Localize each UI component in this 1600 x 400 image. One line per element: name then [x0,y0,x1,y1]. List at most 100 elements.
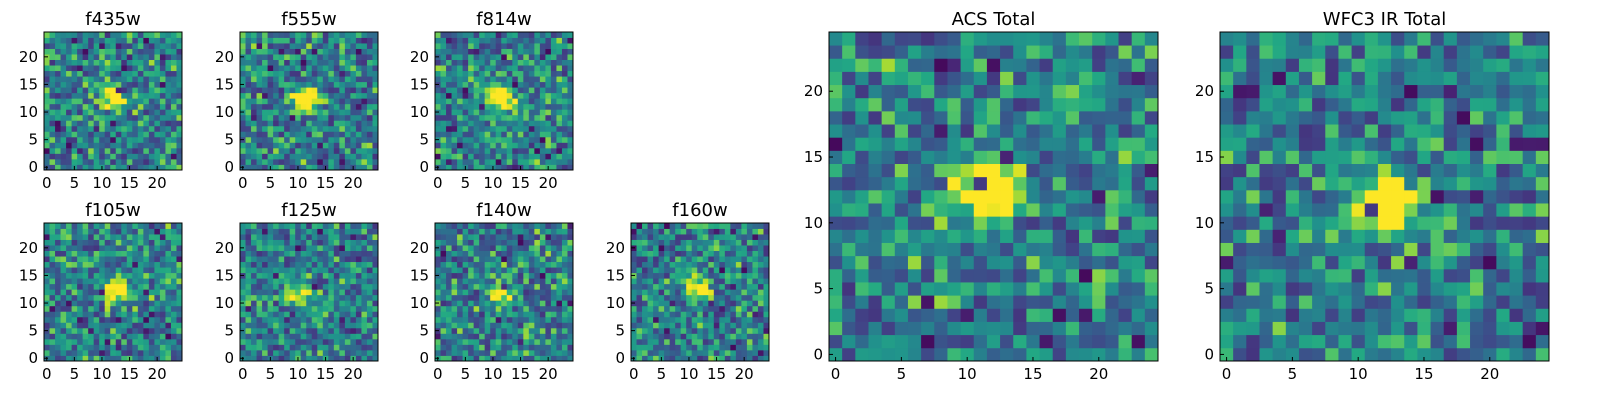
heatmap-cell [300,333,307,340]
heatmap-cell [501,322,508,329]
heatmap-cell [273,239,280,246]
heatmap-cell [435,153,441,160]
heatmap-cell [855,242,869,257]
heatmap-cell [484,316,491,323]
heatmap-cell [306,147,313,154]
heatmap-cell [82,234,89,240]
heatmap-cell [361,48,368,55]
heatmap-cell [960,137,975,151]
heatmap-cell [317,81,324,88]
heatmap-cell [647,327,654,334]
heatmap-cell [1105,229,1119,243]
heatmap-cell [344,228,351,235]
heatmap-cell [708,250,715,257]
heatmap-cell [132,147,139,154]
heatmap-cell [137,267,144,274]
heatmap-cell [115,59,122,66]
heatmap-cell [372,54,379,60]
heatmap-cell [132,250,139,257]
heatmap-cell [295,147,302,154]
heatmap-cell [490,87,497,94]
heatmap-cell [273,87,280,94]
heatmap-cell [82,239,89,246]
heatmap-cell [295,338,302,345]
heatmap-cell [829,295,843,309]
heatmap-cell [658,239,665,246]
heatmap-cell [267,76,274,83]
heatmap-cell [642,316,648,323]
heatmap-cell [446,114,452,121]
heatmap-cell [328,283,335,290]
heatmap-cell [556,344,563,351]
heatmap-cell [534,103,541,110]
heatmap-cell [462,300,469,307]
heatmap-cell [311,322,318,329]
heatmap-cell [262,261,268,268]
heatmap-cell [295,98,302,105]
heatmap-cell [55,289,61,296]
heatmap-cell [1079,334,1093,349]
heatmap-cell [735,278,742,285]
heatmap-cell [669,272,676,279]
heatmap-cell [99,294,106,301]
heatmap-cell [517,76,524,83]
heatmap-cell [148,256,155,263]
heatmap-cell [49,92,56,99]
heatmap-cell [49,245,56,251]
heatmap-cell [104,70,111,77]
heatmap-cell [262,278,268,285]
heatmap-cell [539,223,546,229]
heatmap-cell [457,70,463,77]
heatmap-cell [121,338,128,345]
heatmap-cell [440,59,447,66]
heatmap-cell [881,163,896,178]
heatmap-cell [484,92,491,99]
heatmap-cell [545,32,552,38]
heatmap-cell [328,322,335,329]
heatmap-cell [159,333,166,340]
heatmap-cell [317,322,324,329]
heatmap-cell [339,316,346,323]
heatmap-cell [104,142,111,149]
heatmap-cell [251,250,257,257]
heatmap-cell [99,59,106,66]
heatmap-cell [556,261,563,268]
heatmap-cell [284,355,291,362]
heatmap-cell [154,158,161,165]
heatmap-cell [752,223,759,229]
heatmap-cell [317,120,324,127]
heatmap-cell [763,250,770,257]
heatmap-cell [306,98,313,105]
heatmap-cell [55,261,61,268]
heatmap-cell [556,349,563,356]
heatmap-cell [691,300,698,307]
heatmap-cell [372,153,379,160]
heatmap-cell [143,43,150,49]
heatmap-cell [741,245,748,251]
heatmap-cell [262,333,268,340]
heatmap-cell [104,125,111,132]
heatmap-cell [49,327,56,334]
heatmap-cell [126,37,133,44]
heatmap-cell [435,250,441,257]
heatmap-cell [746,338,753,345]
heatmap-cell [361,283,368,290]
heatmap-cell [550,76,557,83]
heatmap-cell [115,37,122,44]
heatmap-cell [311,37,318,44]
heatmap-cell [333,136,340,143]
heatmap-cell [567,98,574,105]
heatmap-cell [506,349,513,356]
heatmap-cell [829,124,843,138]
heatmap-cell [159,158,166,165]
heatmap-cell [71,344,78,351]
heatmap-cell [322,338,329,345]
heatmap-cell [49,267,56,274]
heatmap-cell [311,164,318,171]
heatmap-cell [333,261,340,268]
heatmap-cell [528,54,535,60]
heatmap-cell [484,109,491,116]
heatmap-cell [328,333,335,340]
heatmap-cell [457,136,463,143]
heatmap-cell [339,164,346,171]
